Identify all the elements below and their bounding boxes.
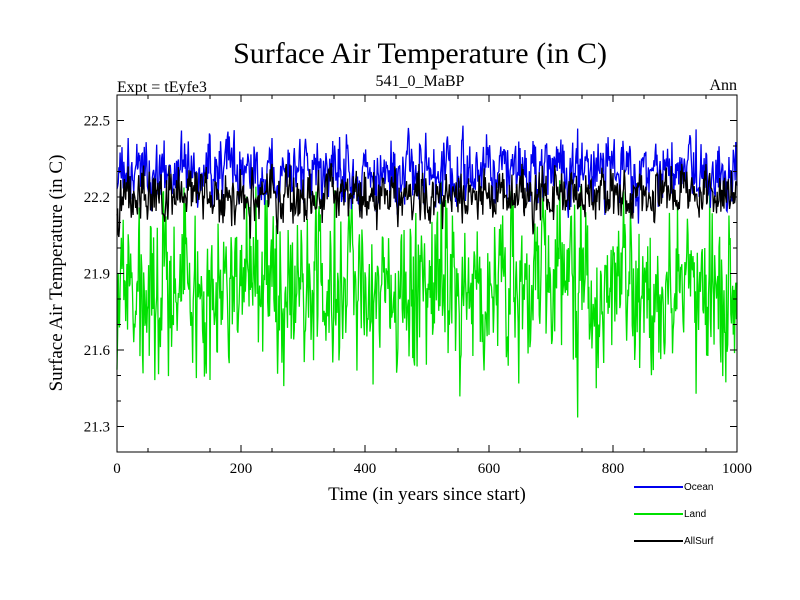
y-tick-label: 21.9 [84, 267, 110, 283]
x-tick-label: 0 [113, 461, 121, 477]
x-tick-label: 1000 [722, 461, 752, 477]
subtitle-left: Expt = tEyfe3 [117, 79, 207, 96]
chart-title: Surface Air Temperature (in C) [233, 37, 607, 70]
x-axis-label: Time (in years since start) [328, 484, 526, 505]
y-axis: 21.3 21.6 21.9 22.2 22.5 [84, 94, 737, 453]
legend-label-ocean: Ocean [684, 482, 713, 493]
subtitle-center: 541_0_MaBP [376, 73, 465, 90]
x-axis: 0 200 400 600 800 1000 [113, 95, 752, 477]
legend-label-allsurf: AllSurf [684, 536, 714, 547]
x-tick-label: 400 [354, 461, 377, 477]
x-tick-label: 600 [478, 461, 501, 477]
y-tick-label: 22.5 [84, 114, 110, 130]
series-line-allsurf [116, 163, 738, 239]
y-axis-label: Surface Air Temperature (in C) [46, 155, 67, 392]
legend: Ocean Land AllSurf [634, 482, 714, 547]
x-tick-label: 200 [230, 461, 253, 477]
plot-series [116, 125, 738, 418]
series-line-land [116, 180, 738, 418]
y-tick-label: 21.6 [84, 343, 111, 359]
y-tick-label: 21.3 [84, 420, 110, 436]
y-tick-label: 22.2 [84, 190, 110, 206]
subtitle-right: Ann [709, 77, 737, 94]
x-tick-label: 800 [602, 461, 625, 477]
legend-label-land: Land [684, 509, 706, 520]
